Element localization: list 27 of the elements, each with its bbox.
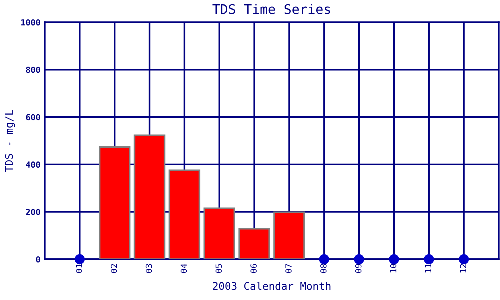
bar	[134, 134, 166, 260]
x-tick-label: 11	[425, 264, 432, 273]
y-tick-label: 800	[26, 66, 40, 74]
y-tick-label: 600	[26, 114, 40, 121]
y-tick-label: 400	[26, 162, 40, 168]
bar	[238, 228, 270, 260]
y-tick-label: 1000	[22, 19, 40, 26]
y-tick-label: 0	[36, 256, 40, 263]
x-tick-label: 09	[355, 264, 362, 274]
x-tick-label: 07	[286, 264, 292, 274]
x-tick-label: 08	[320, 264, 327, 274]
x-tick-label: 04	[180, 264, 188, 274]
x-axis-title: 2003 Calendar Month	[213, 282, 331, 290]
x-tick-label: 10	[390, 264, 397, 273]
y-axis-title: TDS - mg/L	[5, 110, 16, 172]
y-tick-label: 200	[26, 209, 40, 216]
x-tick-label: 03	[146, 264, 152, 274]
bar	[98, 146, 131, 260]
x-tick-label: 02	[110, 264, 118, 274]
x-tick-label: 12	[460, 264, 466, 273]
x-tick-label: 01	[76, 264, 82, 274]
chart-title: TDS Time Series	[212, 4, 330, 14]
x-tick-label: 06	[250, 264, 257, 274]
bar	[168, 170, 201, 260]
x-tick-label: 05	[216, 264, 222, 274]
bar	[274, 212, 306, 260]
bar	[204, 208, 236, 260]
